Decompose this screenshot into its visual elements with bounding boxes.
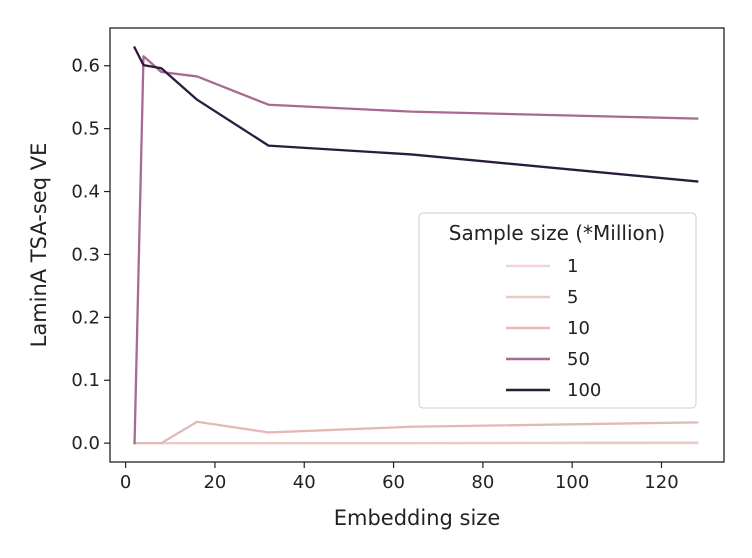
- legend-label-1: 1: [567, 256, 578, 277]
- x-tick-label: 80: [471, 472, 494, 493]
- y-tick-label: 0.4: [71, 182, 100, 203]
- legend-title: Sample size (*Million): [449, 221, 665, 245]
- series-line-5: [133, 441, 699, 445]
- legend-entries: 1 5 10 50 100: [506, 256, 601, 401]
- x-tick-label: 100: [555, 472, 589, 493]
- y-tick-label: 0.0: [71, 433, 100, 454]
- legend: Sample size (*Million) 1 5 10 50 100: [418, 212, 697, 409]
- legend-label-10: 10: [567, 318, 590, 339]
- y-tick-label: 0.5: [71, 119, 100, 140]
- y-tick-label: 0.1: [71, 370, 100, 391]
- x-tick-label: 60: [382, 472, 405, 493]
- y-tick-label: 0.6: [71, 56, 100, 77]
- y-tick-label: 0.2: [71, 307, 100, 328]
- series-line-50: [133, 55, 699, 445]
- legend-label-50: 50: [567, 349, 590, 370]
- legend-label-5: 5: [567, 287, 578, 308]
- x-tick-label: 40: [293, 472, 316, 493]
- legend-label-100: 100: [567, 380, 601, 401]
- y-tick-label: 0.3: [71, 244, 100, 265]
- x-axis-label: Embedding size: [334, 506, 501, 530]
- plot-frame: [109, 27, 725, 463]
- x-tick-label: 20: [203, 472, 226, 493]
- x-tick-label: 120: [644, 472, 678, 493]
- x-axis-ticks: 0 20 40 60 80 100 120: [120, 462, 679, 493]
- series-line-10: [133, 420, 699, 445]
- series-layer: [133, 45, 699, 445]
- y-axis-ticks: 0.0 0.1 0.2 0.3 0.4 0.5 0.6: [71, 56, 110, 454]
- y-axis-label: LaminA TSA-seq VE: [27, 143, 51, 348]
- legend-box: [418, 212, 697, 409]
- series-line-100: [133, 45, 699, 183]
- x-tick-label: 0: [120, 472, 131, 493]
